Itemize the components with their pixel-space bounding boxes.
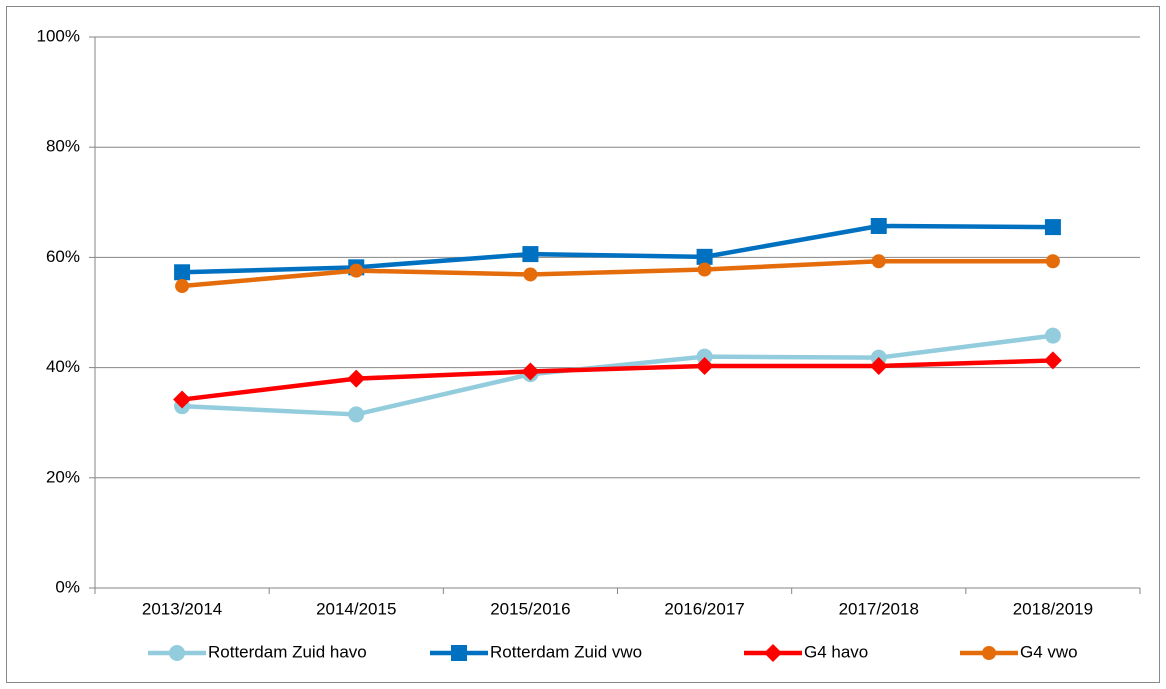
y-tick-label: 20%	[46, 467, 80, 486]
x-tick-label: 2017/2018	[839, 599, 919, 618]
y-tick-label: 80%	[46, 137, 80, 156]
legend-marker	[451, 645, 467, 661]
legend-label: Rotterdam Zuid vwo	[490, 642, 642, 661]
marker	[523, 267, 538, 282]
series-line	[181, 358, 1053, 402]
x-tick-label: 2016/2017	[664, 599, 744, 618]
legend-label: G4 vwo	[1020, 642, 1078, 661]
x-tick-label: 2014/2015	[316, 599, 396, 618]
marker	[871, 254, 886, 269]
legend-label: Rotterdam Zuid havo	[208, 642, 367, 661]
series-line	[182, 223, 1053, 275]
marker	[697, 262, 712, 277]
marker	[173, 390, 192, 409]
series-line	[181, 333, 1054, 417]
marker	[174, 264, 191, 281]
legend-marker	[982, 646, 996, 660]
marker	[348, 406, 365, 423]
marker	[695, 356, 714, 375]
x-tick-label: 2013/2014	[142, 599, 222, 618]
legend-marker	[169, 645, 185, 661]
marker	[522, 246, 539, 263]
marker	[1044, 327, 1061, 344]
y-tick-label: 60%	[46, 247, 80, 266]
x-tick-label: 2015/2016	[490, 599, 570, 618]
marker	[521, 362, 540, 381]
marker	[869, 356, 888, 375]
marker	[349, 263, 364, 278]
series-line	[181, 259, 1053, 289]
marker	[1045, 254, 1060, 269]
y-tick-label: 40%	[46, 357, 80, 376]
legend-label: G4 havo	[804, 642, 868, 661]
marker	[1043, 351, 1062, 370]
y-tick-label: 100%	[37, 26, 80, 45]
marker	[696, 248, 713, 265]
marker	[870, 217, 887, 234]
y-tick-label: 0%	[55, 577, 80, 596]
marker	[1044, 219, 1061, 236]
marker	[175, 279, 190, 294]
x-tick-label: 2018/2019	[1013, 599, 1093, 618]
legend-marker	[764, 644, 782, 662]
marker	[347, 369, 366, 388]
marker	[696, 348, 713, 365]
